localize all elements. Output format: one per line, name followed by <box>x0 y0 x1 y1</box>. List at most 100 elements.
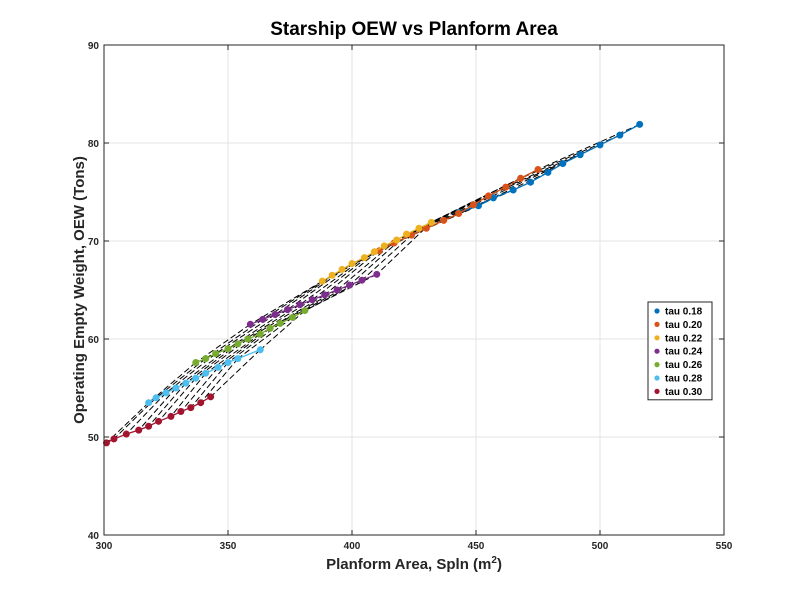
x-tick-label: 500 <box>592 541 609 552</box>
data-point <box>517 174 525 182</box>
data-point <box>415 224 423 232</box>
data-point <box>182 379 190 387</box>
connector-line <box>125 392 167 435</box>
data-point <box>403 230 411 238</box>
legend-marker <box>654 362 660 368</box>
x-tick-label: 300 <box>96 541 113 552</box>
data-point <box>214 363 222 371</box>
data-point <box>509 186 517 194</box>
series-tau-0_24 <box>246 270 381 328</box>
legend-label: tau 0.28 <box>665 374 703 385</box>
series-tau-0_30 <box>102 393 215 447</box>
data-point <box>333 286 341 294</box>
data-point <box>284 306 292 314</box>
series-tau-0_26 <box>192 307 309 367</box>
data-point <box>308 296 316 304</box>
legend-marker <box>654 308 660 314</box>
y-tick-label: 60 <box>88 335 100 346</box>
chart-title: Starship OEW vs Planform Area <box>270 19 558 40</box>
data-point <box>559 160 567 168</box>
data-point <box>360 254 368 262</box>
data-point <box>328 271 336 279</box>
data-point <box>616 131 624 139</box>
connector-line <box>170 372 207 417</box>
series-tau-0_22 <box>318 218 435 285</box>
data-point <box>259 315 267 323</box>
plot-frame <box>103 44 725 536</box>
data-point <box>502 183 510 191</box>
connector-line <box>376 222 432 275</box>
data-point <box>296 301 304 309</box>
data-point <box>102 439 110 447</box>
grid <box>103 44 725 536</box>
data-point <box>484 192 492 200</box>
x-tick-label: 350 <box>220 541 237 552</box>
data-point <box>145 422 153 430</box>
connector-line <box>180 367 219 412</box>
data-point <box>527 178 535 186</box>
data-point <box>197 399 205 407</box>
legend-label: tau 0.30 <box>665 387 703 398</box>
y-tick-label: 90 <box>88 41 100 52</box>
legend-label: tau 0.18 <box>665 307 703 318</box>
legend-marker <box>654 348 660 354</box>
data-point <box>370 248 378 256</box>
data-point <box>348 260 356 268</box>
legend-label: tau 0.24 <box>665 347 703 358</box>
x-tick-label: 400 <box>344 541 361 552</box>
legend-label: tau 0.20 <box>665 320 703 331</box>
data-point <box>234 355 242 363</box>
y-tick-label: 50 <box>88 433 100 444</box>
connector-line <box>190 362 229 408</box>
x-tick-label: 550 <box>716 541 733 552</box>
data-point <box>455 210 463 218</box>
data-point <box>544 168 552 176</box>
data-point <box>636 120 644 128</box>
data-point <box>155 417 163 425</box>
data-point <box>346 281 354 289</box>
y-tick-label: 40 <box>88 531 100 542</box>
data-point <box>135 426 143 434</box>
x-axis-label-end: ) <box>497 556 502 573</box>
connector-line <box>537 123 640 170</box>
series-group <box>102 120 644 447</box>
legend-marker <box>654 388 660 394</box>
legend-label: tau 0.26 <box>665 360 703 371</box>
data-point <box>427 218 435 226</box>
data-point <box>145 399 153 407</box>
data-point <box>338 265 346 273</box>
data-point <box>224 345 232 353</box>
legend-marker <box>654 321 660 327</box>
legend-marker <box>654 375 660 381</box>
data-point <box>271 311 279 318</box>
data-point <box>192 374 200 382</box>
data-point <box>167 412 175 420</box>
data-point <box>321 291 329 299</box>
data-point <box>534 165 542 173</box>
data-point <box>596 141 604 149</box>
data-point <box>301 307 309 315</box>
data-point <box>152 394 160 402</box>
data-point <box>202 369 210 377</box>
connector-line <box>138 387 177 431</box>
data-point <box>276 319 284 327</box>
plot-area <box>104 45 724 535</box>
data-point <box>470 201 478 209</box>
data-point <box>256 346 264 354</box>
connector-line <box>210 349 261 398</box>
data-point <box>358 276 366 284</box>
data-point <box>110 435 118 443</box>
connector-line <box>158 377 197 422</box>
legend-label: tau 0.22 <box>665 333 703 344</box>
data-point <box>187 404 195 412</box>
data-point <box>576 151 584 159</box>
connector-line <box>200 358 239 404</box>
y-tick-label: 70 <box>88 237 100 248</box>
connector-line <box>148 382 187 427</box>
data-point <box>177 408 185 416</box>
x-axis-label-superscript: 2 <box>491 555 497 566</box>
data-point <box>192 359 200 367</box>
data-point <box>256 330 264 338</box>
data-point <box>244 335 252 343</box>
